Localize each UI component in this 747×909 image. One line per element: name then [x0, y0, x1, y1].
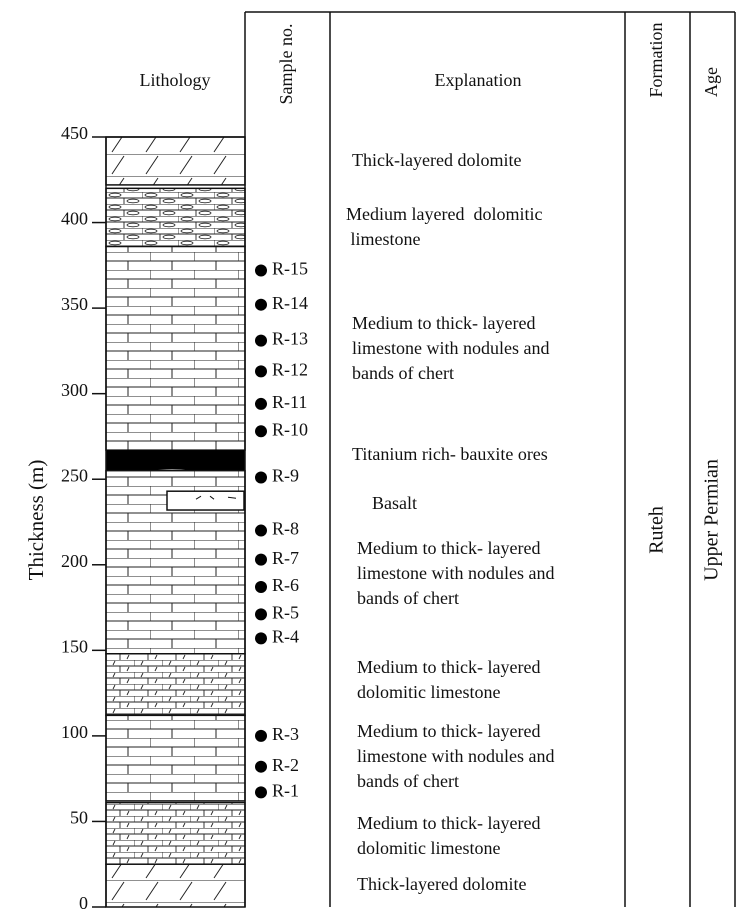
- sample-dot: [255, 729, 267, 742]
- explanation-text: Titanium rich- bauxite ores: [352, 444, 548, 464]
- sample-dot: [255, 365, 267, 378]
- sample-dot: [255, 632, 267, 645]
- explanation-text: dolomitic limestone: [357, 838, 500, 858]
- lithology-layer: [105, 863, 246, 908]
- header: Age: [701, 67, 721, 97]
- tick-label: 250: [61, 465, 88, 485]
- header: Lithology: [140, 70, 211, 90]
- lithology-layer: [105, 187, 246, 248]
- sample-dot: [255, 334, 267, 347]
- basalt-lens: [166, 490, 245, 511]
- sample-dot: [255, 524, 267, 537]
- explanation-text: Basalt: [372, 493, 417, 513]
- sample-label: R-14: [272, 293, 308, 313]
- explanation-text: limestone with nodules and: [357, 563, 554, 583]
- axis-label: Thickness (m): [24, 460, 48, 581]
- sample-dot: [255, 581, 267, 594]
- sample-dot: [255, 425, 267, 438]
- sample-dot: [255, 397, 267, 410]
- lithology-layer: [105, 714, 246, 802]
- header: Sample no.: [276, 24, 296, 105]
- explanation-text: limestone with nodules and: [352, 338, 549, 358]
- sample-label: R-2: [272, 755, 299, 775]
- tick-label: 450: [61, 123, 88, 143]
- tick-label: 400: [61, 209, 88, 229]
- explanation-text: limestone with nodules and: [357, 746, 554, 766]
- sample-label: R-1: [272, 780, 299, 800]
- sample-label: R-9: [272, 466, 299, 486]
- tick-label: 50: [70, 808, 88, 828]
- sample-label: R-5: [272, 603, 299, 623]
- explanation-text: Medium to thick- layered: [357, 538, 540, 558]
- sample-dot: [255, 553, 267, 566]
- lithology-layer: [105, 245, 246, 451]
- sample-dot: [255, 471, 267, 484]
- explanation-text: Medium to thick- layered: [357, 813, 540, 833]
- lithology-layer: [105, 653, 246, 717]
- sample-dot: [255, 760, 267, 773]
- sample-dot: [255, 608, 267, 621]
- explanation-text: bands of chert: [352, 363, 454, 383]
- tick-label: 300: [61, 380, 88, 400]
- sample-label: R-3: [272, 724, 299, 744]
- explanation-text: Medium layered dolomitic: [346, 204, 542, 224]
- explanation-text: limestone: [346, 229, 421, 249]
- lithology-layer: [105, 136, 246, 186]
- explanation-text: Medium to thick- layered: [357, 657, 540, 677]
- explanation-text: Medium to thick- layered: [357, 721, 540, 741]
- explanation-text: Thick-layered dolomite: [352, 150, 521, 170]
- formation-name: Ruteh: [646, 506, 668, 554]
- tick-label: 200: [61, 551, 88, 571]
- tick-label: 100: [61, 722, 88, 742]
- sample-dot: [255, 786, 267, 799]
- explanation-text: bands of chert: [357, 771, 459, 791]
- sample-dot: [255, 298, 267, 311]
- sample-label: R-13: [272, 329, 308, 349]
- sample-label: R-10: [272, 419, 308, 439]
- sample-label: R-11: [272, 392, 307, 412]
- explanation-text: Thick-layered dolomite: [357, 874, 526, 894]
- age-name: Upper Permian: [701, 459, 723, 581]
- tick-label: 0: [79, 893, 88, 909]
- header: Explanation: [435, 70, 522, 90]
- tick-label: 150: [61, 636, 88, 656]
- sample-label: R-15: [272, 259, 308, 279]
- explanation-text: bands of chert: [357, 588, 459, 608]
- explanation-text: dolomitic limestone: [357, 682, 500, 702]
- sample-label: R-6: [272, 575, 299, 595]
- lithology-layers: [105, 136, 246, 908]
- sample-label: R-8: [272, 519, 299, 539]
- lithology-layer: [105, 801, 246, 865]
- basalt-mark: [195, 495, 237, 500]
- explanation-text: Medium to thick- layered: [352, 313, 535, 333]
- header: Formation: [646, 23, 666, 98]
- tick-label: 350: [61, 294, 88, 314]
- sample-dot: [255, 264, 267, 277]
- sample-label: R-12: [272, 360, 308, 380]
- sample-label: R-7: [272, 548, 299, 568]
- sample-label: R-4: [272, 626, 299, 646]
